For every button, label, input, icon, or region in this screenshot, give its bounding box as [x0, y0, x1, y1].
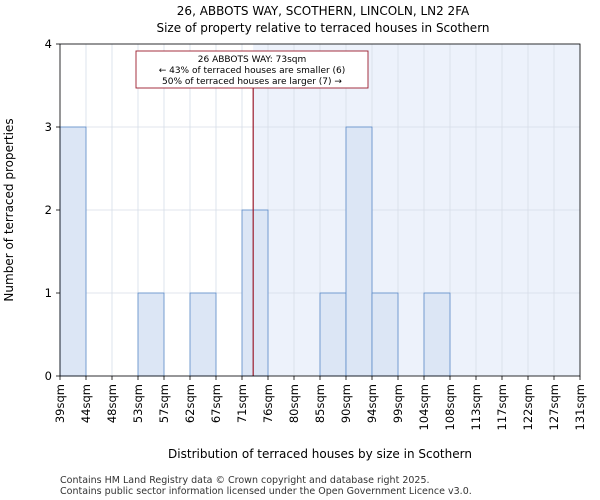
- footer-line2: Contains public sector information licen…: [60, 486, 472, 497]
- x-tick-label-127sqm: 127sqm: [547, 384, 561, 430]
- bar-53sqm: [137, 292, 165, 377]
- y-tick-label-2: 2: [45, 203, 52, 217]
- bar-39sqm: [59, 126, 87, 377]
- annotation: 26 ABBOTS WAY: 73sqm ← 43% of terraced h…: [135, 50, 369, 89]
- x-tick-label-104sqm: 104sqm: [417, 384, 431, 430]
- x-tick-label-57sqm: 57sqm: [157, 384, 171, 423]
- x-tick-label-44sqm: 44sqm: [79, 384, 93, 423]
- x-tick-label-131sqm: 131sqm: [573, 384, 587, 430]
- x-tick-label-122sqm: 122sqm: [521, 384, 535, 430]
- x-tick-label-94sqm: 94sqm: [365, 384, 379, 423]
- x-tick-label-117sqm: 117sqm: [495, 384, 509, 430]
- x-tick-label-39sqm: 39sqm: [53, 384, 67, 423]
- y-axis-label: Number of terraced properties: [2, 118, 16, 301]
- x-tick-label-62sqm: 62sqm: [183, 384, 197, 423]
- chart-subtitle: Size of property relative to terraced ho…: [156, 21, 489, 35]
- y-tick-label-4: 4: [45, 37, 52, 51]
- y-tick-label-0: 0: [45, 369, 52, 383]
- x-tick-label-90sqm: 90sqm: [339, 384, 353, 423]
- x-tick-label-48sqm: 48sqm: [105, 384, 119, 423]
- bar-94sqm: [371, 292, 399, 377]
- x-tick-label-99sqm: 99sqm: [391, 384, 405, 423]
- bar-90sqm: [345, 126, 373, 377]
- bar-71sqm: [241, 209, 269, 377]
- annotation-line2: ← 43% of terraced houses are smaller (6): [159, 66, 346, 76]
- x-tick-label-76sqm: 76sqm: [261, 384, 275, 423]
- annotation-line1: 26 ABBOTS WAY: 73sqm: [198, 55, 307, 65]
- bar-104sqm: [423, 292, 451, 377]
- chart-title: 26, ABBOTS WAY, SCOTHERN, LINCOLN, LN2 2…: [177, 4, 470, 18]
- y-tick-label-1: 1: [45, 286, 52, 300]
- x-tick-label-108sqm: 108sqm: [443, 384, 457, 430]
- x-tick-label-71sqm: 71sqm: [235, 384, 249, 423]
- annotation-line3: 50% of terraced houses are larger (7) →: [162, 77, 342, 87]
- x-tick-label-53sqm: 53sqm: [131, 384, 145, 423]
- bar-85sqm: [319, 292, 347, 377]
- x-tick-label-85sqm: 85sqm: [313, 384, 327, 423]
- footer-line1: Contains HM Land Registry data © Crown c…: [60, 475, 430, 486]
- x-tick-label-80sqm: 80sqm: [287, 384, 301, 423]
- y-tick-label-3: 3: [45, 120, 52, 134]
- x-axis-label: Distribution of terraced houses by size …: [168, 447, 472, 461]
- x-tick-label-67sqm: 67sqm: [209, 384, 223, 423]
- bar-62sqm: [189, 292, 217, 377]
- annotation-box: [135, 50, 369, 89]
- x-tick-label-113sqm: 113sqm: [469, 384, 483, 430]
